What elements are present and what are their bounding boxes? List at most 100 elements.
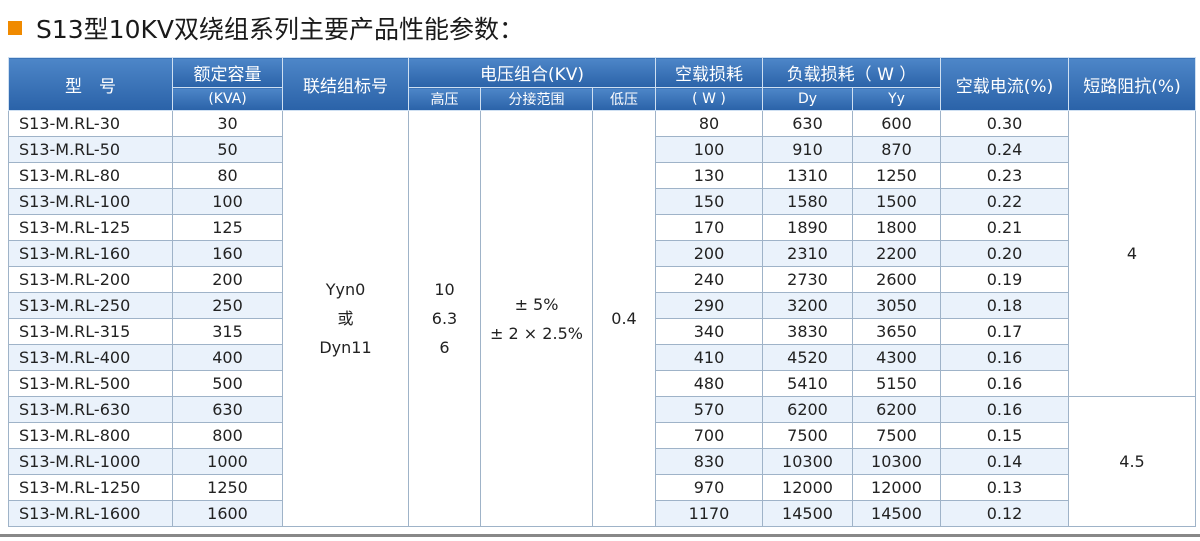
table-cell: 315 (172, 318, 283, 345)
table-cell: S13-M.RL-30 (8, 110, 173, 137)
table-row: S13-M.RL-315 315 340 3830 3650 0.17 (8, 318, 1196, 345)
table-cell: 1310 (762, 162, 853, 189)
table-cell: 2600 (852, 266, 941, 293)
table-cell: 0.20 (940, 240, 1069, 267)
table-cell: 0.14 (940, 448, 1069, 475)
cell-line: 6 (439, 338, 450, 357)
header-cell: 电压组合(KV) (408, 57, 656, 88)
table-cell: S13-M.RL-1600 (8, 500, 173, 527)
table-cell: 3200 (762, 292, 853, 319)
merged-cell: 4 (1068, 110, 1196, 397)
table-row: S13-M.RL-100 100 150 1580 1500 0.22 (8, 188, 1196, 215)
table-cell: 10300 (852, 448, 941, 475)
table-row: S13-M.RL-200 200 240 2730 2600 0.19 (8, 266, 1196, 293)
table-cell: 250 (172, 292, 283, 319)
table-cell: 14500 (762, 500, 853, 527)
table-cell: 0.15 (940, 422, 1069, 449)
spec-table: 型 号 额定容量 联结组标号 电压组合(KV) 空载损耗 负载损耗（ W ） 空… (8, 57, 1196, 527)
table-row: S13-M.RL-1600 1600 1170 14500 14500 0.12 (8, 500, 1196, 527)
cell-line: ± 5% (514, 294, 559, 314)
table-cell: 10300 (762, 448, 853, 475)
table-cell: 240 (655, 266, 763, 293)
table-cell: S13-M.RL-500 (8, 370, 173, 397)
table-cell: 14500 (852, 500, 941, 527)
table-cell: 1170 (655, 500, 763, 527)
table-cell: 870 (852, 136, 941, 163)
table-cell: 200 (655, 240, 763, 267)
table-cell: S13-M.RL-125 (8, 214, 173, 241)
table-cell: 0.23 (940, 162, 1069, 189)
bottom-rule (0, 534, 1200, 537)
table-cell: 100 (655, 136, 763, 163)
table-cell: 1500 (852, 188, 941, 215)
table-cell: 570 (655, 396, 763, 423)
table-cell: 600 (852, 110, 941, 137)
table-cell: 50 (172, 136, 283, 163)
cell-line: 6.3 (431, 309, 458, 328)
table-cell: 80 (655, 110, 763, 137)
header-cell: 型 号 (8, 57, 173, 111)
header-cell: 低压 (592, 87, 656, 111)
table-cell: 0.13 (940, 474, 1069, 501)
header-cell: 高压 (408, 87, 481, 111)
table-cell: 12000 (762, 474, 853, 501)
table-cell: 12000 (852, 474, 941, 501)
table-cell: 1600 (172, 500, 283, 527)
table-cell: 6200 (852, 396, 941, 423)
table-row: S13-M.RL-250 250 290 3200 3050 0.18 (8, 292, 1196, 319)
header-cell: 负载损耗（ W ） (762, 57, 941, 88)
header-cell: (KVA) (172, 87, 283, 111)
table-row: S13-M.RL-1000 1000 830 10300 10300 0.14 (8, 448, 1196, 475)
header-cell: Yy (852, 87, 941, 111)
table-cell: 0.16 (940, 370, 1069, 397)
table-cell: S13-M.RL-160 (8, 240, 173, 267)
header-cell: Dy (762, 87, 853, 111)
table-cell: S13-M.RL-315 (8, 318, 173, 345)
table-cell: 5410 (762, 370, 853, 397)
table-cell: 0.30 (940, 110, 1069, 137)
cell-line: Dyn11 (319, 338, 372, 357)
table-cell: S13-M.RL-80 (8, 162, 173, 189)
table-cell: 130 (655, 162, 763, 189)
table-row: S13-M.RL-1250 1250 970 12000 12000 0.13 (8, 474, 1196, 501)
table-cell: 0.16 (940, 396, 1069, 423)
table-cell: 500 (172, 370, 283, 397)
table-cell: 0.17 (940, 318, 1069, 345)
table-cell: 2200 (852, 240, 941, 267)
header-cell: 空载损耗 (655, 57, 763, 88)
table-row: S13-M.RL-50 50 100 910 870 0.24 (8, 136, 1196, 163)
table-cell: 970 (655, 474, 763, 501)
table-cell: 630 (172, 396, 283, 423)
table-cell: 0.19 (940, 266, 1069, 293)
table-cell: 630 (762, 110, 853, 137)
table-cell: 125 (172, 214, 283, 241)
header-cell: ( W ) (655, 87, 763, 111)
table-cell: 480 (655, 370, 763, 397)
table-row: S13-M.RL-500 500 480 5410 5150 0.16 (8, 370, 1196, 397)
table-cell: 200 (172, 266, 283, 293)
header-cell: 联结组标号 (282, 57, 409, 111)
table-cell: 0.12 (940, 500, 1069, 527)
table-cell: 0.22 (940, 188, 1069, 215)
table-cell: S13-M.RL-50 (8, 136, 173, 163)
table-cell: 3830 (762, 318, 853, 345)
table-cell: 30 (172, 110, 283, 137)
table-cell: S13-M.RL-1250 (8, 474, 173, 501)
table-cell: 1000 (172, 448, 283, 475)
table-cell: 5150 (852, 370, 941, 397)
table-cell: 3650 (852, 318, 941, 345)
header-cell: 空载电流(%) (940, 57, 1069, 111)
table-cell: 2310 (762, 240, 853, 267)
table-cell: S13-M.RL-400 (8, 344, 173, 371)
table-cell: 1580 (762, 188, 853, 215)
table-cell: S13-M.RL-100 (8, 188, 173, 215)
table-cell: 80 (172, 162, 283, 189)
cell-line: 或 (337, 309, 354, 328)
table-body: S13-M.RL-30 30 Yyn0 或 Dyn11 10 6.3 6 ± 5% ± 2 × 2… (8, 110, 1196, 527)
header-cell: 额定容量 (172, 57, 283, 88)
table-cell: 2730 (762, 266, 853, 293)
table-cell: 700 (655, 422, 763, 449)
cell-line: Yyn0 (325, 280, 366, 299)
table-cell: 7500 (762, 422, 853, 449)
